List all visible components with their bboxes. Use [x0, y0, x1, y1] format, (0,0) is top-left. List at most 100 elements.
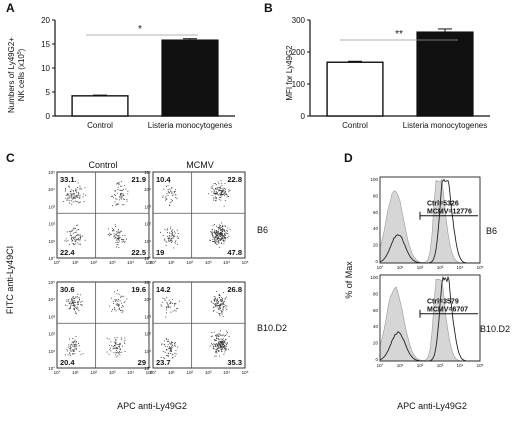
flow-event-dot [75, 346, 77, 348]
flow-event-dot [219, 233, 221, 235]
flow-event-dot [171, 240, 173, 242]
flow-event-dot [215, 355, 217, 357]
flow-event-dot [224, 349, 226, 351]
flow-event-dot [68, 197, 70, 199]
flow-event-dot [122, 310, 124, 312]
flow-event-dot [74, 237, 76, 238]
flow-event-dot [224, 236, 225, 238]
flow-y-tick-label: 10² [144, 332, 151, 337]
flow-event-dot [223, 292, 224, 293]
flow-event-dot [225, 348, 227, 350]
flow-event-dot [222, 231, 224, 232]
panel-d-row-label-b6: B6 [486, 226, 497, 236]
flow-event-dot [120, 295, 122, 297]
flow-event-dot [66, 193, 68, 195]
flow-event-dot [224, 340, 226, 342]
flow-event-dot [117, 239, 119, 241]
flow-event-dot [71, 303, 73, 305]
flow-event-dot [213, 296, 215, 298]
flow-x-tick-label: 10° [54, 370, 61, 375]
panel-a-ylabel-2: NK cells (x105) [17, 48, 26, 101]
flow-event-dot [218, 240, 220, 242]
flow-event-dot [222, 298, 223, 299]
flow-event-dot [126, 238, 127, 240]
flow-event-dot [123, 188, 124, 190]
flow-event-dot [71, 236, 73, 238]
flow-event-dot [222, 307, 224, 309]
flow-event-dot [74, 304, 76, 306]
flow-event-dot [224, 298, 226, 300]
flow-event-dot [166, 302, 168, 304]
flow-event-dot [215, 343, 217, 345]
flow-event-dot [228, 348, 229, 350]
flow-event-dot [167, 185, 169, 187]
flow-event-dot [219, 238, 221, 239]
flow-event-dot [211, 335, 213, 337]
flow-event-dot [214, 193, 216, 195]
flow-event-dot [227, 230, 228, 232]
flow-event-dot [70, 350, 72, 352]
flow-event-dot [76, 303, 78, 305]
flow-event-dot [220, 345, 222, 347]
flow-event-dot [220, 234, 222, 235]
flow-event-dot [222, 335, 224, 337]
flow-event-dot [222, 229, 224, 230]
flow-event-dot [224, 229, 226, 231]
flow-event-dot [166, 312, 167, 314]
panel-a-ylabel: Numbers of Ly49G2+ [7, 37, 16, 113]
flow-event-dot [79, 294, 81, 296]
flow-event-dot [115, 303, 117, 305]
flow-event-dot [216, 192, 218, 194]
flow-event-dot [214, 238, 215, 240]
panel-a-bar-0 [71, 95, 129, 117]
flow-event-dot [219, 232, 221, 234]
panel-a-ytick-label-4: 20 [41, 16, 50, 25]
flow-event-dot [119, 189, 121, 191]
flow-event-dot [73, 341, 75, 343]
flow-event-dot [175, 196, 177, 198]
flow-event-dot [71, 341, 73, 343]
flow-event-dot [115, 346, 117, 348]
flow-event-dot [215, 351, 216, 353]
flow-event-dot [218, 341, 220, 343]
flow-event-dot [222, 226, 224, 228]
flow-event-dot [124, 337, 126, 339]
panel-d-xlabel: APC anti-Ly49G2 [397, 401, 467, 411]
flow-event-dot [223, 238, 225, 239]
flow-event-dot [169, 240, 171, 242]
flow-event-dot [213, 299, 215, 301]
flow-event-dot [76, 197, 78, 198]
flow-event-dot [222, 236, 224, 238]
flow-event-dot [222, 345, 223, 347]
flow-event-dot [218, 308, 220, 310]
flow-event-dot [219, 355, 220, 357]
flow-event-dot [77, 201, 79, 203]
flow-y-tick-label: 10° [144, 256, 151, 261]
flow-event-dot [221, 193, 223, 195]
flow-x-tick-label: 10³ [205, 370, 212, 375]
flow-event-dot [123, 185, 125, 187]
flow-y-tick-label: 10⁴ [144, 187, 151, 192]
flow-event-dot [217, 350, 219, 352]
flow-event-dot [117, 232, 119, 234]
flow-event-dot [218, 190, 220, 192]
flow-event-dot [170, 343, 172, 345]
panel-b-category-label-1: Listeria monocytogenes [403, 121, 488, 130]
flow-event-dot [68, 344, 70, 346]
flow-event-dot [82, 235, 84, 237]
flow-event-dot [121, 302, 122, 304]
quadrant-value-bottom-right: 22.5 [131, 248, 146, 257]
flow-event-dot [74, 305, 76, 307]
flow-event-dot [222, 334, 224, 336]
flow-event-dot [172, 346, 174, 348]
flow-event-dot [224, 192, 226, 193]
histogram-x-tick-label: 10⁵ [477, 265, 484, 270]
flow-plot-0: 33.1 21.922.4 22.510°10°10¹10¹10²10²10³10³… [48, 170, 153, 265]
flow-event-dot [223, 192, 225, 194]
flow-event-dot [119, 197, 121, 199]
flow-event-dot [78, 234, 80, 236]
flow-event-dot [216, 241, 218, 243]
flow-event-dot [218, 224, 220, 226]
flow-event-dot [123, 198, 124, 200]
flow-event-dot [82, 353, 84, 355]
